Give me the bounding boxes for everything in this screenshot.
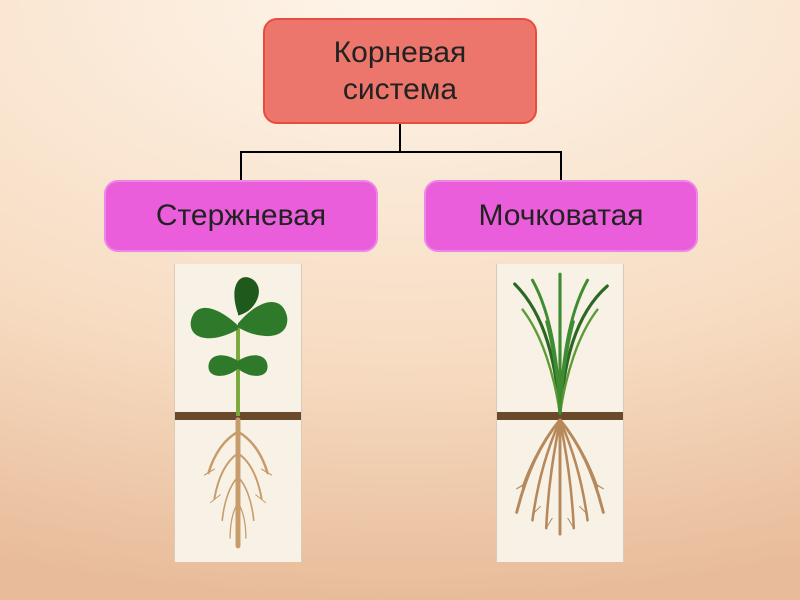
illustration-fibrous [496,264,624,562]
child-node-taproot-label: Стержневая [156,197,326,235]
child-node-fibrous: Мочковатая [424,180,698,252]
root-node: Корневаясистема [263,18,537,124]
diagram-container: Корневаясистема Стержневая Мочковатая [0,0,800,600]
connector-left-drop [240,151,242,180]
taproot-plant-icon [175,264,301,562]
connector-stem [399,124,401,152]
child-node-fibrous-label: Мочковатая [478,197,643,235]
connector-beam [240,151,560,153]
fibrous-plant-icon [497,264,623,562]
child-node-taproot: Стержневая [104,180,378,252]
root-node-label: Корневаясистема [334,34,467,109]
connector-right-drop [560,151,562,180]
illustration-taproot [174,264,302,562]
